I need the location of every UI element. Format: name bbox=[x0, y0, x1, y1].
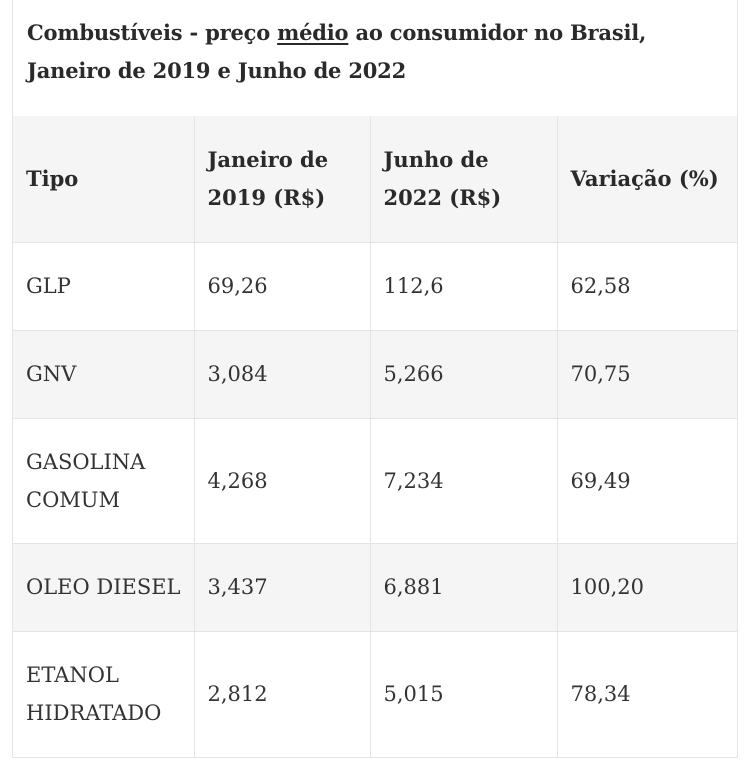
cell-junho-2022: 5,266 bbox=[370, 330, 558, 419]
cell-variacao: 69,49 bbox=[557, 418, 737, 544]
cell-variacao: 78,34 bbox=[570, 682, 631, 707]
cell-janeiro-2019: 3,084 bbox=[194, 330, 371, 419]
cell-tipo: GASOLINA COMUM bbox=[13, 418, 195, 544]
cell-junho-2022: 112,6 bbox=[370, 242, 558, 331]
cell-tipo: OLEO DIESEL bbox=[13, 543, 195, 632]
cell-tipo: GNV bbox=[13, 330, 195, 419]
table-row: GNV 3,084 5,266 70,75 bbox=[13, 330, 737, 419]
cell-variacao: 100,20 bbox=[557, 543, 737, 632]
cell-janeiro-2019: 2,812 bbox=[194, 631, 371, 757]
fuel-price-table: Tipo Janeiro de 2019 (R$) Junho de 2022 … bbox=[13, 116, 737, 757]
cell-junho-2022: 6,881 bbox=[370, 543, 558, 632]
table-row: GASOLINA COMUM 4,268 7,234 69,49 bbox=[13, 418, 737, 544]
cell-tipo: GLP bbox=[13, 242, 195, 331]
table-row: GLP 69,26 112,6 62,58 bbox=[13, 242, 737, 331]
cell-junho-2022: 7,234 bbox=[370, 418, 558, 544]
fuel-price-table-container: Combustíveis - preço médio ao consumidor… bbox=[12, 0, 738, 758]
header-junho-2022: Junho de 2022 (R$) bbox=[370, 116, 558, 243]
header-tipo: Tipo bbox=[13, 116, 195, 243]
caption-link-medio[interactable]: médio bbox=[277, 20, 349, 45]
table-row: ETANOL HIDRATADO 2,812 5,015 78,34 bbox=[13, 631, 737, 757]
table-header-row: Tipo Janeiro de 2019 (R$) Junho de 2022 … bbox=[13, 116, 737, 243]
header-variacao: Variação (%) bbox=[557, 116, 737, 243]
caption-text-end: ao consumidor no Brasil, Janeiro de 2019… bbox=[27, 20, 647, 83]
cell-janeiro-2019: 69,26 bbox=[194, 242, 371, 331]
cell-junho-2022: 5,015 bbox=[370, 631, 558, 757]
table-row: OLEO DIESEL 3,437 6,881 100,20 bbox=[13, 543, 737, 632]
cell-variacao: 62,58 bbox=[557, 242, 737, 331]
table-caption: Combustíveis - preço médio ao consumidor… bbox=[13, 0, 737, 116]
cell-janeiro-2019: 3,437 bbox=[194, 543, 371, 632]
cell-variacao: 70,75 bbox=[557, 330, 737, 419]
caption-text-start: Combustíveis - preço bbox=[27, 20, 278, 45]
header-janeiro-2019: Janeiro de 2019 (R$) bbox=[194, 116, 371, 243]
cell-janeiro-2019: 4,268 bbox=[194, 418, 371, 544]
cell-tipo: ETANOL HIDRATADO bbox=[13, 631, 195, 757]
